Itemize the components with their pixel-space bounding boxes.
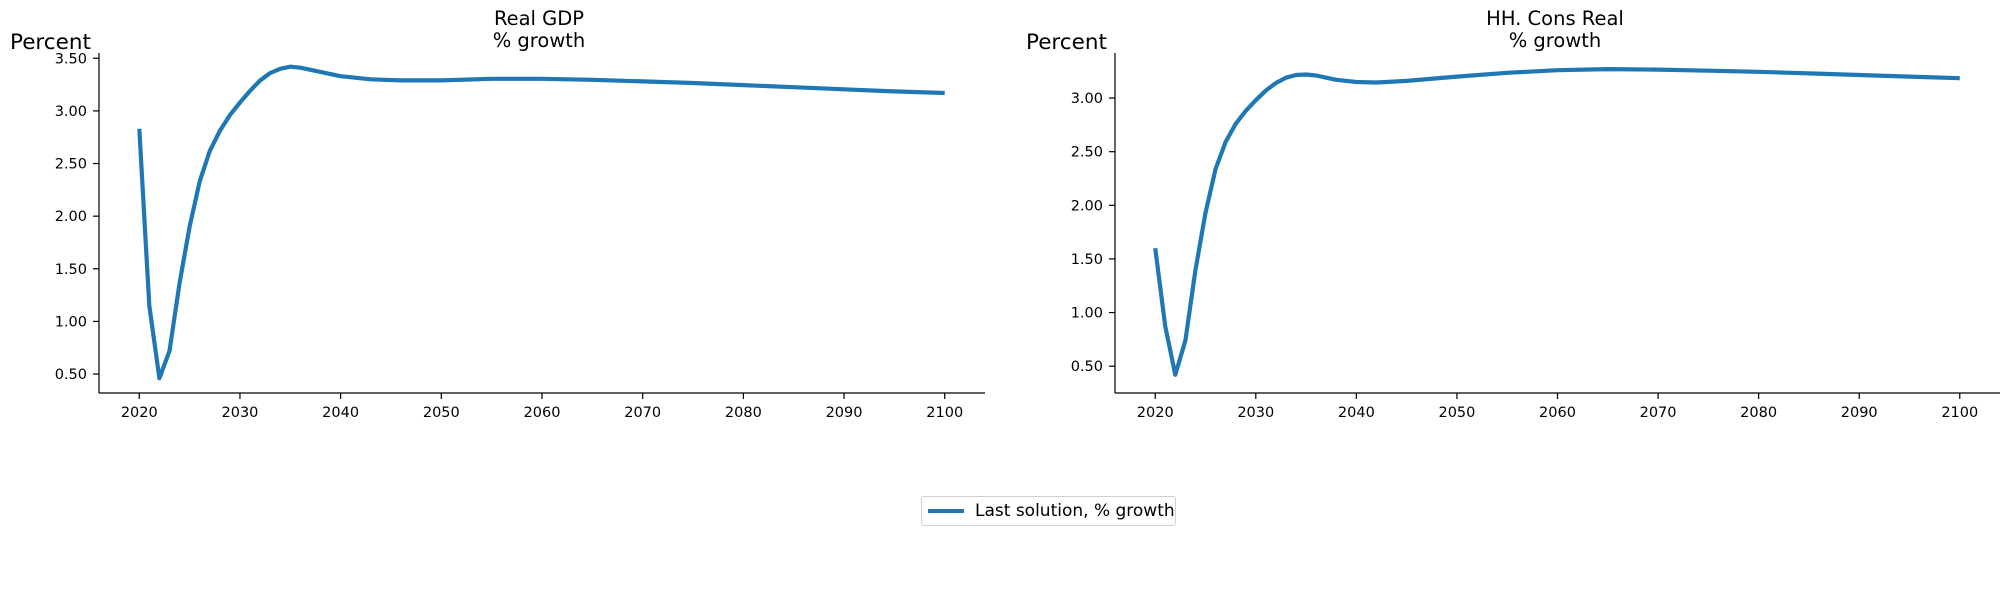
chart-panel-2: HH. Cons Real% growth Percent 2020 2030 2040… [1026, 7, 2000, 421]
x-tick-label: 2080 [725, 405, 762, 421]
x-tick-label: 2100 [1941, 405, 1978, 421]
legend-swatch [928, 509, 964, 513]
y-tick-label: 1.50 [55, 262, 87, 278]
chart-title-line: Real GDP [494, 7, 584, 30]
y-tick-label: 0.50 [1071, 359, 1103, 375]
chart-title-line: HH. Cons Real [1486, 7, 1624, 30]
x-tick-label: 2080 [1740, 405, 1777, 421]
x-tick-label: 2030 [1237, 405, 1274, 421]
y-tick-label: 3.50 [55, 51, 87, 67]
x-tick-label: 2060 [524, 405, 561, 421]
x-tick-label: 2100 [926, 405, 963, 421]
x-tick-label: 2040 [1338, 405, 1375, 421]
x-tick-label: 2060 [1539, 405, 1576, 421]
legend: Last solution, % growth [921, 496, 1176, 526]
y-tick-label: 0.50 [55, 367, 87, 383]
legend-label: Last solution, % growth [975, 501, 1175, 521]
x-tick-label: 2050 [423, 405, 460, 421]
x-tick-label: 2030 [222, 405, 259, 421]
x-tick-label: 2050 [1438, 405, 1475, 421]
y-tick-label: 2.00 [1071, 198, 1103, 214]
y-tick-label: 2.00 [55, 209, 87, 225]
y-tick-label: 1.00 [1071, 306, 1103, 322]
x-tick-label: 2090 [826, 405, 863, 421]
series-line [137, 64, 945, 381]
x-tick-label: 2040 [322, 405, 359, 421]
x-tick-label: 2020 [1137, 405, 1174, 421]
y-axis-label: Percent [10, 30, 91, 55]
x-tick-label: 2090 [1841, 405, 1878, 421]
chart-title-line: % growth [1509, 29, 1602, 52]
y-tick-label: 1.00 [55, 314, 87, 330]
x-tick-label: 2070 [624, 405, 661, 421]
x-tick-label: 2070 [1640, 405, 1677, 421]
y-tick-label: 3.00 [1071, 91, 1103, 107]
series-line [1153, 67, 1960, 377]
y-tick-label: 1.50 [1071, 252, 1103, 268]
y-tick-label: 2.50 [1071, 145, 1103, 161]
x-tick-label: 2020 [121, 405, 158, 421]
y-tick-label: 3.00 [55, 104, 87, 120]
y-tick-label: 2.50 [55, 157, 87, 173]
chart-panel-1: Real GDP% growth Percent 2020 2030 2040 2050 2… [10, 7, 985, 421]
chart-title-line: % growth [493, 29, 586, 52]
y-axis-label: Percent [1026, 30, 1107, 55]
